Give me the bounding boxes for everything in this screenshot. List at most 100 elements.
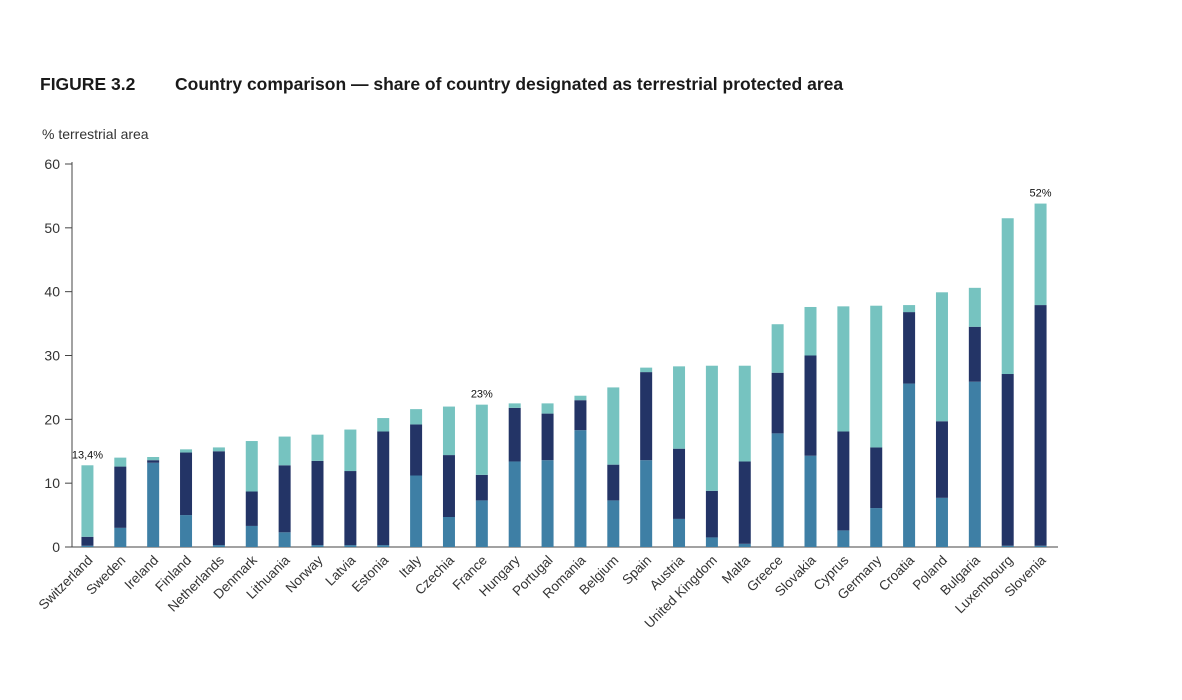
bar-segment	[311, 434, 324, 461]
bar-segment	[935, 292, 948, 422]
bar-segment	[147, 456, 160, 461]
bar-segment	[738, 365, 751, 462]
data-label: 23%	[471, 389, 493, 401]
bar-segment	[804, 455, 817, 547]
bar-segment	[278, 532, 291, 547]
bar-segment	[771, 433, 784, 547]
bar-segment	[574, 400, 587, 431]
figure-header: FIGURE 3.2 Country comparison — share of …	[40, 74, 843, 95]
bar-segment	[81, 545, 94, 547]
y-tick-label: 0	[52, 539, 60, 555]
bar-segment	[344, 545, 357, 547]
bar-segment	[475, 404, 488, 475]
bar-segment	[804, 355, 817, 456]
bar-segment	[1034, 305, 1047, 546]
bar-segment	[837, 530, 850, 547]
bar-segment	[442, 406, 455, 456]
axes: 0 10 20 30 40 50 60	[44, 156, 1058, 555]
bar-segment	[705, 537, 718, 547]
bar-segment	[574, 395, 587, 401]
bar-segment	[377, 545, 390, 547]
bar-segment	[673, 366, 686, 449]
bar-segment	[607, 464, 620, 501]
bar-segment	[640, 372, 653, 461]
bar-segment	[81, 465, 94, 537]
bar-segment	[1034, 545, 1047, 547]
y-tick-label: 10	[44, 475, 60, 491]
bar-segment	[903, 312, 916, 384]
x-tick-labels: SwitzerlandSwedenIrelandFinlandNetherlan…	[36, 552, 1049, 631]
bar-segment	[114, 466, 127, 528]
bar-segment	[442, 455, 455, 517]
bar-segment	[607, 387, 620, 465]
bar-segment	[968, 381, 981, 547]
y-tick-label: 20	[44, 411, 60, 427]
bar-segment	[640, 460, 653, 547]
bar-segment	[968, 287, 981, 327]
bar-segment	[640, 367, 653, 373]
bar-segment	[212, 451, 225, 546]
annotations: 13,4% 23% 52%	[72, 188, 1052, 462]
y-tick-label: 50	[44, 220, 60, 236]
bar-segment	[278, 436, 291, 466]
bar-segment	[344, 471, 357, 546]
bar-segment	[837, 306, 850, 432]
bar-segment	[705, 365, 718, 491]
x-tick-label: Estonia	[349, 552, 392, 595]
y-tick-label: 40	[44, 284, 60, 300]
bar-segment	[607, 500, 620, 547]
bar-segment	[935, 497, 948, 547]
bar-segment	[212, 447, 225, 452]
bar-segment	[311, 545, 324, 547]
bar-segment	[738, 543, 751, 547]
bar-segment	[738, 461, 751, 544]
bar-segment	[245, 441, 258, 492]
bar-segment	[705, 490, 718, 538]
data-label: 13,4%	[72, 449, 103, 461]
bar-segment	[180, 449, 193, 453]
bar-segment	[1001, 374, 1014, 546]
bar-segment	[377, 431, 390, 546]
bar-segment	[377, 418, 390, 432]
bar-segment	[1001, 545, 1014, 547]
bar-segment	[344, 429, 357, 472]
bar-segment	[870, 508, 883, 547]
data-label: 52%	[1030, 188, 1052, 200]
bars	[81, 203, 1047, 547]
bar-segment	[574, 430, 587, 547]
bar-segment	[673, 448, 686, 519]
bar-segment	[673, 518, 686, 547]
bar-segment	[475, 500, 488, 547]
bar-segment	[870, 305, 883, 448]
bar-segment	[771, 324, 784, 373]
bar-segment	[410, 424, 423, 476]
bar-segment	[311, 460, 324, 546]
bar-segment	[245, 525, 258, 547]
bar-segment	[1034, 203, 1047, 306]
bar-segment	[771, 372, 784, 434]
bar-segment	[903, 383, 916, 547]
bar-segment	[541, 403, 554, 414]
bar-segment	[475, 474, 488, 501]
bar-segment	[935, 421, 948, 498]
x-tick-label: Norway	[283, 552, 326, 595]
bar-segment	[541, 460, 554, 547]
bar-segment	[147, 460, 160, 463]
figure-number: FIGURE 3.2	[40, 74, 136, 94]
bar-segment	[114, 457, 127, 467]
y-tick-label: 60	[44, 156, 60, 172]
bar-segment	[410, 475, 423, 547]
figure-title: Country comparison — share of country de…	[175, 74, 844, 94]
y-axis-title: % terrestrial area	[42, 126, 149, 142]
bar-segment	[410, 409, 423, 425]
bar-segment	[508, 407, 521, 462]
bar-segment	[541, 413, 554, 461]
bar-segment	[508, 461, 521, 547]
bar-segment	[870, 447, 883, 509]
bar-segment	[278, 465, 291, 533]
bar-segment	[442, 516, 455, 547]
bar-segment	[837, 431, 850, 531]
bar-segment	[245, 491, 258, 526]
bar-segment	[147, 462, 160, 547]
